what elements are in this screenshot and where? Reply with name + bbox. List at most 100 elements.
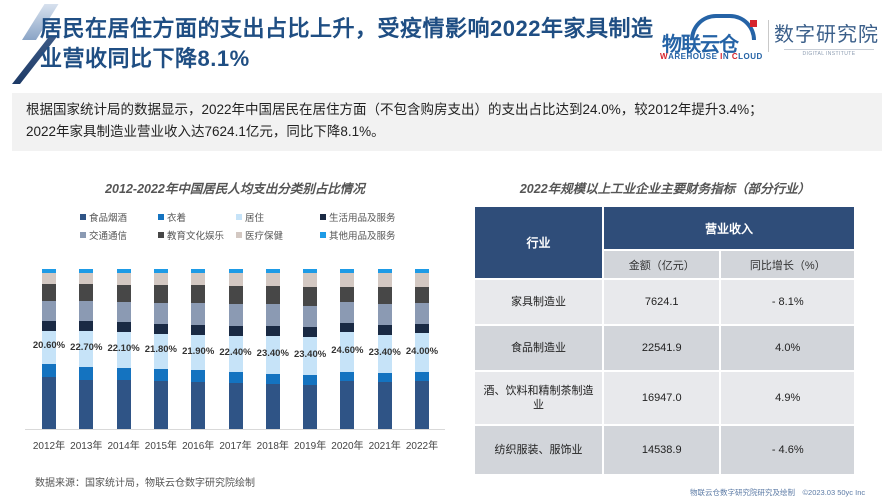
bar-segment-other <box>116 269 131 274</box>
legend-item-clothing: 衣着 <box>158 210 236 224</box>
bar-2 <box>116 269 131 430</box>
x-tick-label: 2017年 <box>219 441 252 452</box>
table-title: 2022年规模以上工业企业主要财务指标（部分行业） <box>519 182 811 196</box>
x-tick-label: 2018年 <box>256 441 289 452</box>
page-title: 居民在居住方面的支出占比上升，受疫情影响2022年家具制造业营收同比下降8.1% <box>40 16 654 71</box>
x-axis-line <box>25 429 445 430</box>
cell-growth: 4.9% <box>721 372 854 424</box>
bar-segment-transport <box>340 302 355 323</box>
cell-industry: 家具制造业 <box>475 280 602 324</box>
legend-swatch-icon <box>158 214 164 220</box>
bar-segment-clothing <box>42 364 56 377</box>
bar-segment-health <box>415 272 429 287</box>
bar-segment-daily <box>415 323 429 334</box>
bar-9 <box>377 269 392 430</box>
bar-data-label: 22.10% <box>107 343 140 355</box>
bar-segment-daily <box>265 326 280 337</box>
bar-segment-education <box>79 284 94 302</box>
bar-segment-other <box>42 269 56 273</box>
bar-data-label: 21.80% <box>144 344 178 356</box>
table-row: 家具制造业 7624.1- 8.1% <box>475 280 854 324</box>
bar-segment-health <box>303 272 318 288</box>
bar-segment-clothing <box>228 371 243 383</box>
bar-8 <box>340 269 355 430</box>
bar-segment-clothing <box>415 371 429 381</box>
legend-swatch-icon <box>236 214 242 220</box>
legend-item-health: 医疗保健 <box>236 228 320 242</box>
stacked-bar-chart: 20.60% 22.70% 22.10% 21.80% 21.90% 22.40% 23.4… <box>25 268 445 430</box>
legend-swatch-icon <box>80 232 86 238</box>
bar-segment-transport <box>79 301 94 321</box>
warehouse-in-cloud-logo: 物联云仓 WAREHOUSE IN CLOUD <box>660 14 768 61</box>
bar-segment-health <box>116 273 131 285</box>
bar-segment-education <box>191 285 206 304</box>
x-tick-label: 2013年 <box>70 441 103 452</box>
chart-legend: 食品烟酒 衣着 居住 生活用品及服务 交通通信 教育文化娱乐 医疗保健 其他用品及服务 <box>80 210 440 242</box>
bar-segment-housing <box>42 330 56 364</box>
legend-label: 其他用品及服务 <box>329 231 396 242</box>
bar-segment-housing <box>415 333 429 372</box>
bar-segment-education <box>265 286 280 305</box>
bar-segment-education <box>340 286 355 303</box>
bar-segment-food <box>303 384 318 430</box>
legend-item-food: 食品烟酒 <box>80 210 158 224</box>
bar-data-label: 23.40% <box>256 347 289 359</box>
summary-line-2: 2022年家具制造业营业收入达7624.1亿元，同比下降8.1%。 <box>26 124 385 139</box>
cell-amount: 7624.1 <box>604 280 720 324</box>
bar-segment-other <box>303 269 318 273</box>
x-tick-label: 2022年 <box>405 441 439 452</box>
logo-en-text: WAREHOUSE IN CLOUD <box>660 52 763 61</box>
logo2-cn-text: 数字研究院 <box>774 24 879 46</box>
bar-segment-housing <box>340 332 355 373</box>
bar-segment-housing <box>79 330 94 368</box>
x-tick-label: 2012年 <box>32 441 66 452</box>
bar-10 <box>415 269 429 430</box>
cell-growth: - 8.1% <box>721 280 854 324</box>
bar-segment-daily <box>116 322 131 333</box>
bar-segment-transport <box>228 304 243 327</box>
bar-segment-other <box>340 269 355 273</box>
bar-segment-daily <box>228 326 243 336</box>
bar-4 <box>191 269 206 430</box>
x-tick-label: 2015年 <box>144 441 178 452</box>
cell-industry: 纺织服装、服饰业 <box>475 426 602 474</box>
header-growth: 同比增长（%） <box>721 251 854 278</box>
bar-segment-health <box>79 272 94 285</box>
bar-segment-daily <box>340 322 355 333</box>
bar-segment-education <box>116 284 131 302</box>
cell-industry: 食品制造业 <box>475 326 602 370</box>
header-industry: 行业 <box>475 207 602 278</box>
x-tick-label: 2019年 <box>293 441 327 452</box>
bar-data-label: 22.40% <box>219 346 252 358</box>
bar-segment-clothing <box>153 368 168 381</box>
bar-segment-clothing <box>377 372 392 383</box>
cell-amount: 14538.9 <box>604 426 720 474</box>
bar-0 <box>42 269 56 430</box>
cell-growth: 4.0% <box>721 326 854 370</box>
bar-segment-transport <box>42 301 56 322</box>
bar-segment-health <box>228 273 243 286</box>
bar-segment-clothing <box>191 370 206 382</box>
bar-data-label: 24.00% <box>405 345 439 357</box>
bar-segment-food <box>79 379 94 430</box>
table-row: 酒、饮料和精制茶制造业 16947.0 4.9% <box>475 372 854 424</box>
bar-segment-housing <box>303 336 318 375</box>
bar-segment-food <box>340 381 355 430</box>
bar-data-label: 23.40% <box>368 346 401 358</box>
copyright-footer: 物联云仓数字研究院研究及绘制 ©2023.03 50yc Inc <box>690 488 866 497</box>
bar-data-label: 22.70% <box>70 341 103 353</box>
legend-swatch-icon <box>236 232 242 238</box>
bar-segment-transport <box>303 305 318 328</box>
bar-3 <box>153 269 168 430</box>
bar-segment-education <box>303 287 318 306</box>
cell-amount: 22541.9 <box>604 326 720 370</box>
bar-segment-transport <box>377 304 392 326</box>
bar-segment-transport <box>191 303 206 326</box>
legend-item-daily: 生活用品及服务 <box>320 210 440 224</box>
financial-indicators-table: 行业 营业收入 金额（亿元） 同比增长（%） 家具制造业 7624.1- 8.1%… <box>473 205 856 476</box>
logo-red-square-icon <box>750 20 757 27</box>
bar-segment-other <box>377 269 392 273</box>
legend-label: 教育文化娱乐 <box>167 231 225 242</box>
table-row: 食品制造业 22541.9 4.0% <box>475 326 854 370</box>
summary-box: 根据国家统计局的数据显示，2022年中国居民在居住方面（不包含购房支出）的支出占… <box>12 93 882 151</box>
